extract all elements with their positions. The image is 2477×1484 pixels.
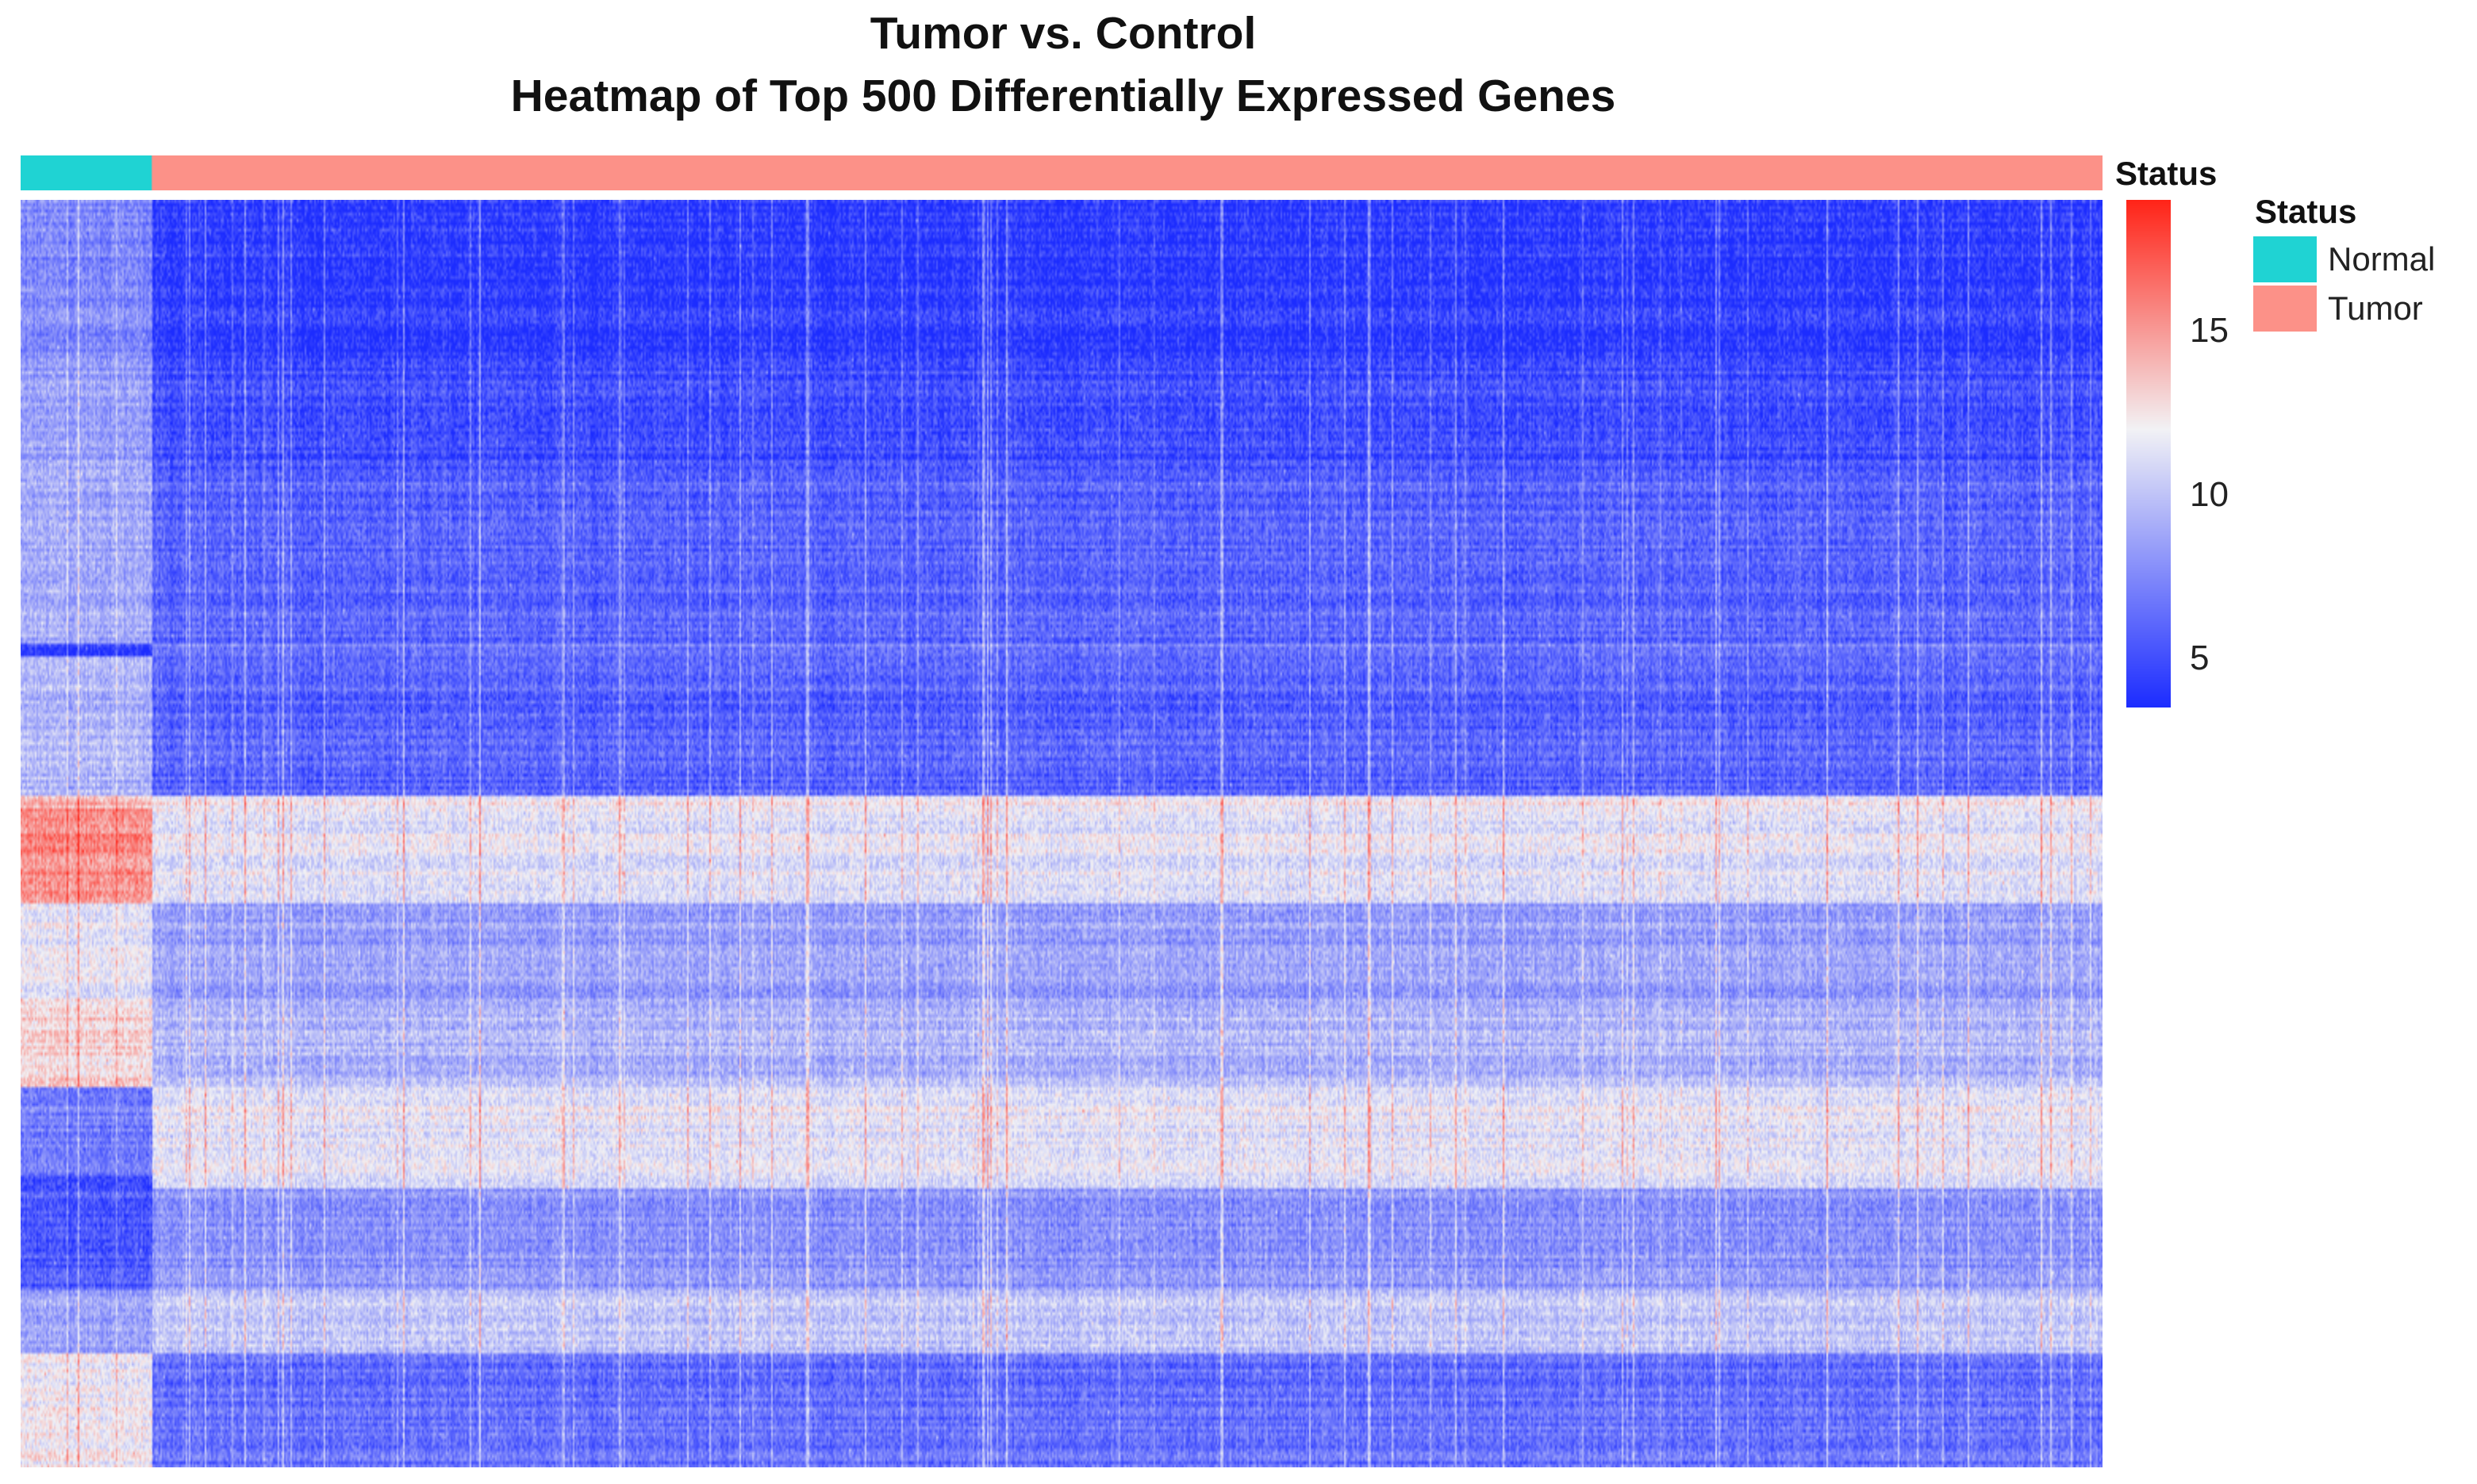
- legend-swatch-tumor: [2253, 286, 2317, 332]
- color-scale-bar: [2126, 200, 2171, 707]
- chart-title: Tumor vs. Control: [870, 8, 1257, 59]
- annotation-track-label: Status: [2115, 155, 2218, 192]
- heatmap-cells: [21, 200, 2103, 1467]
- legend-swatch-normal: [2253, 236, 2317, 282]
- legend-title: Status: [2255, 193, 2357, 230]
- status-annotation-bar: [21, 155, 2103, 190]
- legend-label-normal: Normal: [2328, 240, 2436, 278]
- color-scale-tick-label: 5: [2190, 638, 2210, 678]
- legend-label-tumor: Tumor: [2328, 290, 2423, 327]
- color-scale-tick-label: 10: [2190, 474, 2229, 514]
- chart-subtitle: Heatmap of Top 500 Differentially Expres…: [510, 71, 1616, 121]
- color-scale-tick-label: 15: [2190, 311, 2229, 351]
